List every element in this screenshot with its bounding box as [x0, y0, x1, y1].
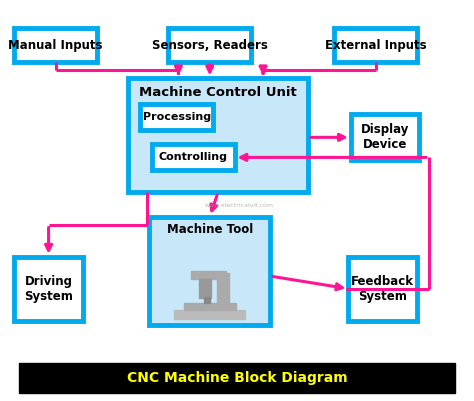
Bar [174, 310, 245, 319]
Bar [217, 273, 229, 303]
Text: Manual Inputs: Manual Inputs [9, 38, 103, 52]
Text: External Inputs: External Inputs [325, 38, 427, 52]
Text: Machine Control Unit: Machine Control Unit [139, 86, 297, 99]
FancyBboxPatch shape [152, 144, 235, 170]
Bar [19, 363, 455, 393]
Text: Sensors, Readers: Sensors, Readers [152, 38, 268, 52]
Text: CNC Machine Block Diagram: CNC Machine Block Diagram [127, 371, 347, 385]
FancyBboxPatch shape [168, 28, 251, 62]
Text: Display
Device: Display Device [361, 124, 410, 151]
Text: Processing: Processing [143, 112, 210, 122]
Bar [199, 279, 211, 298]
Text: www.electricalv4.com: www.electricalv4.com [205, 203, 274, 208]
FancyBboxPatch shape [348, 257, 417, 321]
FancyBboxPatch shape [14, 28, 97, 62]
Bar [204, 297, 210, 303]
Text: Feedback
System: Feedback System [351, 275, 414, 303]
FancyBboxPatch shape [149, 217, 270, 325]
Text: Controlling: Controlling [159, 152, 228, 162]
FancyBboxPatch shape [334, 28, 417, 62]
Text: Machine Tool: Machine Tool [167, 223, 253, 236]
FancyBboxPatch shape [140, 104, 213, 130]
FancyBboxPatch shape [128, 78, 308, 192]
Text: Driving
System: Driving System [24, 275, 73, 303]
Bar [184, 303, 236, 310]
FancyBboxPatch shape [351, 114, 419, 160]
Bar [191, 271, 227, 279]
FancyBboxPatch shape [14, 257, 83, 321]
